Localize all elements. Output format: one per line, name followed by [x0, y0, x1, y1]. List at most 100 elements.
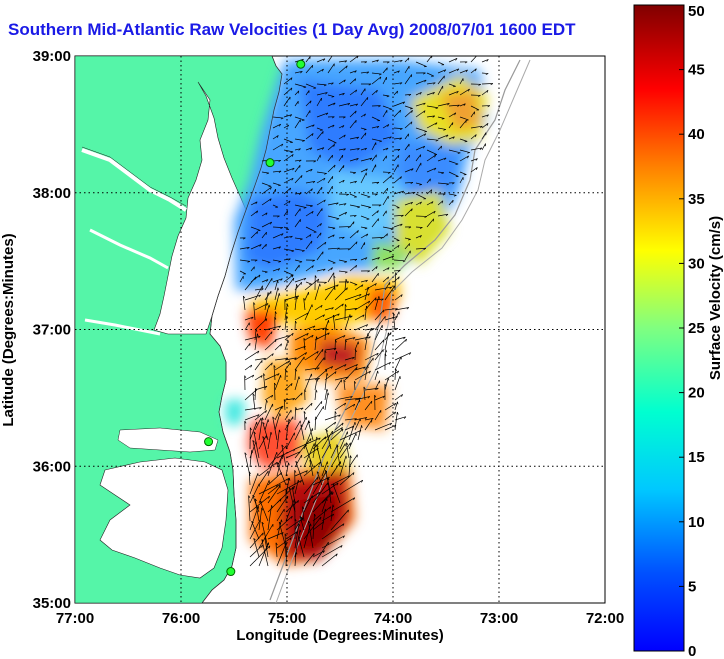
velocity-arrow-head: [397, 155, 400, 158]
velocity-arrow: [459, 138, 468, 142]
velocity-arrow-head: [326, 388, 329, 392]
colorbar-tick-label: 50: [688, 3, 705, 20]
velocity-arrow-head: [366, 305, 368, 309]
velocity-arrow: [360, 242, 366, 250]
velocity-arrow: [470, 105, 480, 111]
velocity-arrow-head: [357, 148, 360, 151]
velocity-arrow-head: [290, 87, 293, 91]
velocity-arrow: [283, 154, 294, 162]
velocity-arrow-head: [316, 444, 319, 447]
velocity-arrow: [303, 447, 319, 459]
velocity-arrow: [393, 148, 401, 151]
velocity-arrow: [283, 270, 294, 276]
velocity-arrow: [374, 309, 385, 321]
velocity-arrow-head: [342, 93, 345, 96]
velocity-arrow-head: [269, 221, 273, 225]
velocity-arrow-head: [363, 129, 367, 131]
velocity-arrow: [309, 459, 314, 477]
velocity-arrow: [250, 210, 258, 217]
velocity-arrow: [285, 498, 295, 522]
velocity-arrow: [316, 147, 325, 151]
velocity-arrow-head: [300, 424, 303, 427]
velocity-arrow: [382, 248, 392, 252]
velocity-arrow-head: [386, 233, 388, 237]
velocity-arrow: [338, 79, 346, 85]
velocity-arrow: [258, 435, 267, 450]
velocity-arrow-head: [356, 136, 360, 140]
velocity-arrow-head: [273, 365, 276, 368]
velocity-arrow-head: [343, 116, 346, 119]
velocity-arrow-head: [325, 369, 328, 373]
velocity-arrow-head: [308, 520, 311, 524]
velocity-arrow: [344, 314, 351, 331]
velocity-arrow: [276, 495, 289, 513]
velocity-arrow: [459, 120, 467, 129]
velocity-arrow: [316, 268, 326, 272]
velocity-arrow-head: [249, 427, 252, 431]
velocity-arrow: [404, 237, 411, 240]
velocity-arrow-head: [454, 112, 457, 116]
velocity-arrow: [481, 89, 489, 96]
velocity-arrow-head: [262, 436, 265, 439]
velocity-arrow: [304, 373, 312, 391]
velocity-arrow: [248, 471, 251, 486]
velocity-arrow: [371, 237, 383, 239]
radar-station-marker: [296, 59, 306, 69]
velocity-arrow: [344, 364, 358, 371]
velocity-arrow-head: [302, 250, 305, 252]
velocity-arrow-head: [397, 370, 399, 374]
velocity-arrow: [248, 495, 251, 522]
velocity-arrow-head: [446, 183, 449, 186]
velocity-arrow-head: [411, 110, 413, 113]
velocity-arrow: [254, 358, 266, 361]
velocity-arrow: [283, 149, 294, 153]
velocity-arrow-head: [440, 145, 442, 149]
velocity-arrow: [344, 293, 362, 301]
velocity-arrow: [448, 122, 454, 129]
velocity-arrow: [448, 149, 461, 154]
velocity-arrow-head: [332, 483, 336, 486]
velocity-arrow-head: [274, 382, 277, 386]
velocity-arrow-head: [278, 325, 281, 329]
velocity-arrow: [360, 204, 371, 208]
velocity-arrow-head: [252, 374, 255, 378]
velocity-arrow-head: [389, 251, 392, 253]
velocity-arrow: [394, 307, 409, 311]
velocity-arrow-head: [272, 416, 275, 420]
velocity-arrow-head: [408, 226, 412, 229]
colorbar-tick-label: 15: [688, 449, 705, 466]
velocity-arrow: [404, 208, 413, 217]
radar-station-marker: [265, 158, 275, 168]
velocity-arrow: [404, 201, 413, 206]
velocity-arrow-head: [432, 92, 435, 95]
velocity-arrow: [312, 550, 325, 558]
velocity-arrow: [261, 231, 267, 239]
velocity-arrow: [364, 387, 379, 391]
velocity-arrow: [349, 230, 359, 239]
velocity-arrow: [437, 127, 446, 130]
velocity-arrow: [274, 406, 283, 421]
velocity-arrow-head: [284, 299, 287, 302]
velocity-arrow-head: [398, 276, 400, 280]
velocity-arrow: [344, 308, 357, 311]
velocity-arrow: [394, 338, 407, 351]
velocity-arrow: [364, 297, 377, 311]
velocity-arrow-head: [294, 357, 297, 360]
velocity-arrow-head: [343, 79, 346, 83]
velocity-arrow-head: [356, 158, 359, 161]
velocity-arrow: [470, 147, 483, 151]
velocity-arrow-head: [271, 505, 273, 508]
velocity-arrow-head: [344, 271, 348, 274]
velocity-arrow: [382, 276, 389, 283]
velocity-arrow-head: [396, 411, 399, 415]
velocity-arrow-head: [287, 124, 289, 128]
velocity-arrow: [393, 176, 402, 184]
velocity-arrow-head: [321, 147, 325, 150]
velocity-arrow-head: [251, 316, 254, 320]
velocity-arrow-head: [290, 383, 293, 386]
velocity-arrow-head: [244, 452, 247, 455]
colorbar: [633, 4, 685, 652]
colorbar-tick-label: 10: [688, 514, 705, 531]
velocity-arrow-head: [296, 284, 298, 287]
velocity-arrow-head: [464, 61, 468, 64]
